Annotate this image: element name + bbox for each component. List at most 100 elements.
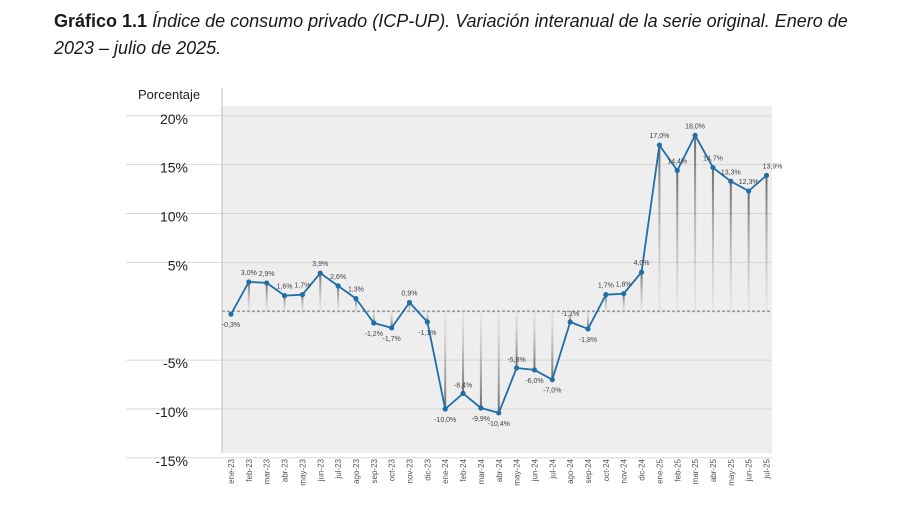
data-label: -1,8% xyxy=(579,337,597,344)
drop-line xyxy=(765,175,768,312)
data-point xyxy=(638,269,645,275)
plot-area xyxy=(222,106,772,453)
data-label: 13,9% xyxy=(763,163,783,170)
x-tick-label: oct-23 xyxy=(388,458,397,481)
data-point xyxy=(621,291,627,297)
drop-line xyxy=(551,311,554,380)
x-tick-label: sep-24 xyxy=(584,458,593,483)
data-label: -7,0% xyxy=(543,388,561,395)
data-label: 1,7% xyxy=(598,283,614,290)
drop-line xyxy=(515,311,518,368)
drop-line xyxy=(462,311,465,394)
x-tick-label: feb-24 xyxy=(459,458,468,481)
drop-line xyxy=(337,285,340,312)
data-point xyxy=(763,172,770,178)
x-tick-label: feb-25 xyxy=(673,458,682,481)
drop-line xyxy=(283,295,286,312)
drop-line xyxy=(390,311,393,328)
drop-line xyxy=(569,311,572,323)
drop-line xyxy=(301,294,304,312)
y-tick-label: -10% xyxy=(155,404,188,420)
data-label: 3,0% xyxy=(241,270,257,277)
data-point xyxy=(353,295,359,302)
drop-line xyxy=(479,311,482,409)
data-point xyxy=(460,390,466,396)
x-tick-label: mar-23 xyxy=(263,458,272,484)
x-tick-label: may-23 xyxy=(298,458,307,485)
data-label: -1,2% xyxy=(365,331,383,338)
data-point xyxy=(424,319,430,325)
data-label: 13,3% xyxy=(721,169,741,176)
drop-line xyxy=(426,311,429,323)
drop-line xyxy=(354,298,357,312)
y-axis-title: Porcentaje xyxy=(138,87,200,102)
x-tick-label: mar-25 xyxy=(691,458,700,484)
data-label: 17,0% xyxy=(649,133,669,140)
x-tick-label: may-24 xyxy=(513,458,522,485)
data-label: 0,9% xyxy=(402,290,418,297)
data-label: -6,0% xyxy=(525,378,543,385)
chart-title-text: Índice de consumo privado (ICP-UP). Vari… xyxy=(54,11,848,58)
x-tick-label: dic-23 xyxy=(423,458,432,480)
chart-title: Gráfico 1.1 Índice de consumo privado (I… xyxy=(54,8,884,62)
data-point xyxy=(514,365,520,371)
data-point xyxy=(442,406,448,412)
drop-line xyxy=(444,311,447,410)
drop-line xyxy=(604,294,607,312)
data-label: 12,3% xyxy=(739,179,759,186)
x-tick-label: abr-24 xyxy=(495,458,504,482)
x-tick-label: ago-24 xyxy=(566,458,575,483)
data-point xyxy=(567,319,573,325)
x-tick-label: ene-23 xyxy=(227,458,236,483)
data-point xyxy=(246,279,252,285)
drop-line xyxy=(622,293,625,312)
data-point xyxy=(317,270,323,276)
y-tick-label: -5% xyxy=(163,355,188,371)
drop-line xyxy=(533,311,536,370)
data-label: -1,1% xyxy=(418,330,436,337)
drop-line xyxy=(247,281,250,312)
data-label: 4,0% xyxy=(634,260,650,267)
drop-line xyxy=(587,311,589,329)
data-label: -10,4% xyxy=(488,421,510,428)
data-point xyxy=(531,367,538,373)
drop-line xyxy=(747,191,750,312)
drop-line xyxy=(640,272,643,312)
data-point xyxy=(585,326,591,332)
x-tick-label: jun-23 xyxy=(316,458,325,482)
data-point xyxy=(299,292,305,298)
drop-line xyxy=(711,167,714,312)
drop-line xyxy=(265,282,268,312)
drop-line xyxy=(408,302,411,312)
data-label: 18,0% xyxy=(685,123,705,130)
x-tick-label: jun-25 xyxy=(745,458,754,482)
y-tick-label: 15% xyxy=(160,160,188,176)
x-tick-label: jul-23 xyxy=(334,458,343,479)
y-tick-label: 20% xyxy=(160,111,188,127)
data-label: 3,9% xyxy=(312,261,328,268)
x-tick-label: abr-23 xyxy=(281,458,290,482)
data-label: -8,4% xyxy=(454,382,472,389)
data-label: 1,7% xyxy=(294,283,310,290)
data-label: 14,4% xyxy=(667,159,687,166)
data-label: 2,9% xyxy=(259,271,275,278)
data-point xyxy=(496,410,502,416)
drop-line xyxy=(658,145,661,312)
x-tick-label: oct-24 xyxy=(602,458,611,481)
data-label: -9,9% xyxy=(472,416,490,423)
data-label: 1,8% xyxy=(616,282,632,289)
x-tick-label: jul-25 xyxy=(763,458,772,479)
drop-line xyxy=(319,273,322,312)
data-point xyxy=(281,293,288,299)
data-point xyxy=(478,405,484,411)
data-point xyxy=(549,377,555,383)
x-tick-label: mar-24 xyxy=(477,458,486,484)
x-tick-label: nov-24 xyxy=(620,458,629,483)
data-label: 2,6% xyxy=(330,274,346,281)
data-point xyxy=(656,142,663,148)
drop-line xyxy=(372,311,375,323)
data-label: -1,7% xyxy=(383,336,401,343)
drop-line xyxy=(497,311,500,413)
data-label: -0,3% xyxy=(222,322,240,329)
